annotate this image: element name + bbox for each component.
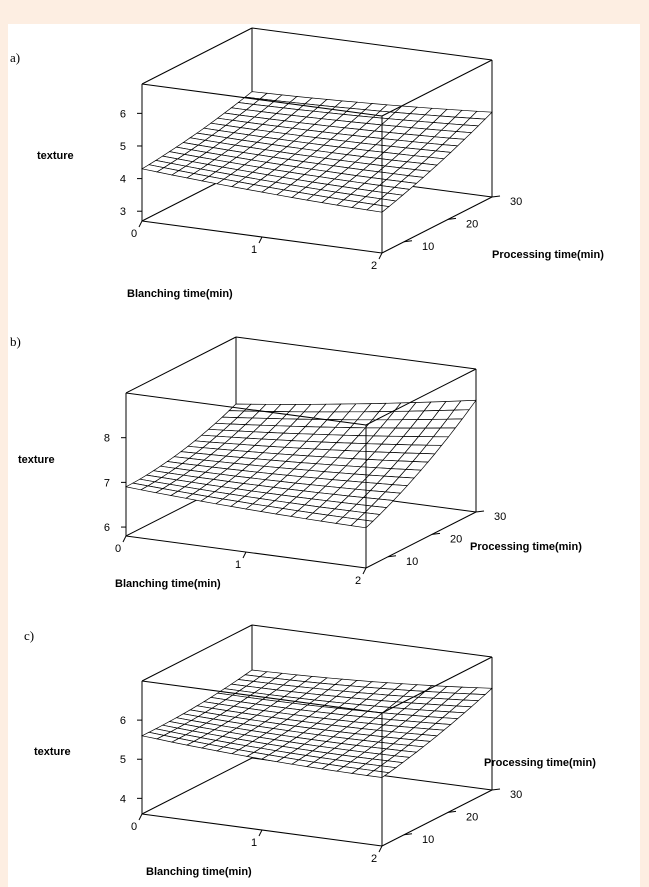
x-tick-label: 0 (115, 543, 121, 555)
box-edge (365, 368, 477, 426)
y-tick-label: 10 (406, 556, 418, 568)
surface-cell (366, 770, 390, 778)
x-tick-label: 2 (371, 853, 377, 865)
y-axis-title: Processing time(min) (470, 541, 582, 553)
box-edge (365, 511, 477, 569)
y-tick-mark (491, 195, 501, 198)
x-tick-mark (242, 551, 247, 559)
box-edge (125, 336, 237, 394)
x-axis-title: Blanching time(min) (146, 866, 252, 878)
y-tick-label: 30 (510, 789, 522, 801)
y-axis-title: Processing time(min) (484, 757, 596, 769)
z-tick-label: 8 (104, 433, 110, 445)
figure-panel: 0 1 2 10 20 30 3 4 5 6 a) texture Blanching time(min… (8, 24, 640, 887)
box-edge (381, 656, 493, 714)
box-edge (381, 59, 493, 117)
y-tick-mark (431, 532, 441, 535)
panel-label: a) (10, 50, 20, 65)
box-edge (235, 336, 477, 370)
x-tick-label: 0 (131, 821, 137, 833)
x-tick-mark (258, 236, 263, 244)
x-tick-label: 2 (355, 575, 361, 587)
x-tick-mark (378, 252, 383, 260)
z-tick-label: 4 (120, 793, 126, 805)
x-tick-label: 1 (251, 244, 257, 256)
y-tick-mark (403, 240, 413, 243)
y-tick-label: 20 (466, 218, 478, 230)
panel-label: b) (10, 334, 21, 349)
z-tick-label: 6 (120, 108, 126, 120)
box-edge (141, 624, 253, 682)
z-tick-label: 4 (120, 174, 126, 186)
box-edge (141, 757, 253, 815)
box-edge (381, 789, 493, 847)
y-axis-title: Processing time(min) (492, 249, 604, 261)
z-tick-label: 6 (120, 715, 126, 727)
y-tick-label: 20 (450, 533, 462, 545)
x-tick-mark (378, 845, 383, 853)
y-tick-mark (403, 833, 413, 836)
y-tick-label: 10 (422, 241, 434, 253)
y-tick-label: 30 (494, 511, 506, 523)
surface-mesh (141, 91, 493, 213)
y-tick-mark (491, 788, 501, 791)
box-edge (125, 392, 367, 426)
z-tick-label: 5 (120, 754, 126, 766)
y-tick-mark (447, 217, 457, 220)
y-tick-label: 30 (510, 196, 522, 208)
box-edge (251, 27, 493, 61)
box-edge (141, 83, 383, 117)
x-tick-label: 0 (131, 228, 137, 240)
x-tick-mark (362, 567, 367, 575)
y-tick-mark (475, 510, 485, 513)
z-tick-label: 3 (120, 206, 126, 218)
z-tick-label: 7 (104, 477, 110, 489)
y-tick-mark (387, 555, 397, 558)
box-edge (251, 624, 493, 658)
x-tick-mark (138, 220, 143, 228)
x-tick-mark (122, 535, 127, 543)
x-tick-mark (258, 829, 263, 837)
x-tick-label: 2 (371, 260, 377, 272)
y-tick-label: 20 (466, 811, 478, 823)
surface-cell (350, 518, 374, 529)
chart-panel-b: 0 1 2 10 20 30 6 7 8 b) texture Blanching time(min)… (10, 334, 582, 590)
x-tick-mark (138, 813, 143, 821)
z-tick-label: 6 (104, 522, 110, 534)
z-axis-title: texture (34, 746, 71, 758)
x-tick-label: 1 (251, 837, 257, 849)
box-edge (381, 196, 493, 254)
z-axis-title: texture (18, 454, 55, 466)
box-edge (141, 680, 383, 714)
surface-mesh (124, 399, 477, 529)
z-tick-label: 5 (120, 141, 126, 153)
surface-cell (366, 204, 390, 213)
x-axis-title: Blanching time(min) (115, 578, 221, 590)
x-axis-title: Blanching time(min) (127, 288, 233, 300)
surface-mesh (140, 669, 493, 778)
z-axis-title: texture (37, 150, 74, 162)
y-tick-label: 10 (422, 834, 434, 846)
panel-label: c) (24, 628, 34, 643)
chart-panel-a: 0 1 2 10 20 30 3 4 5 6 a) texture Blanching time(min… (10, 27, 604, 300)
box-edge (141, 27, 253, 85)
x-tick-label: 1 (235, 559, 241, 571)
y-tick-mark (447, 810, 457, 813)
chart-panel-c: 0 1 2 10 20 30 4 5 6 c) texture Blanching time(min)… (24, 624, 596, 878)
